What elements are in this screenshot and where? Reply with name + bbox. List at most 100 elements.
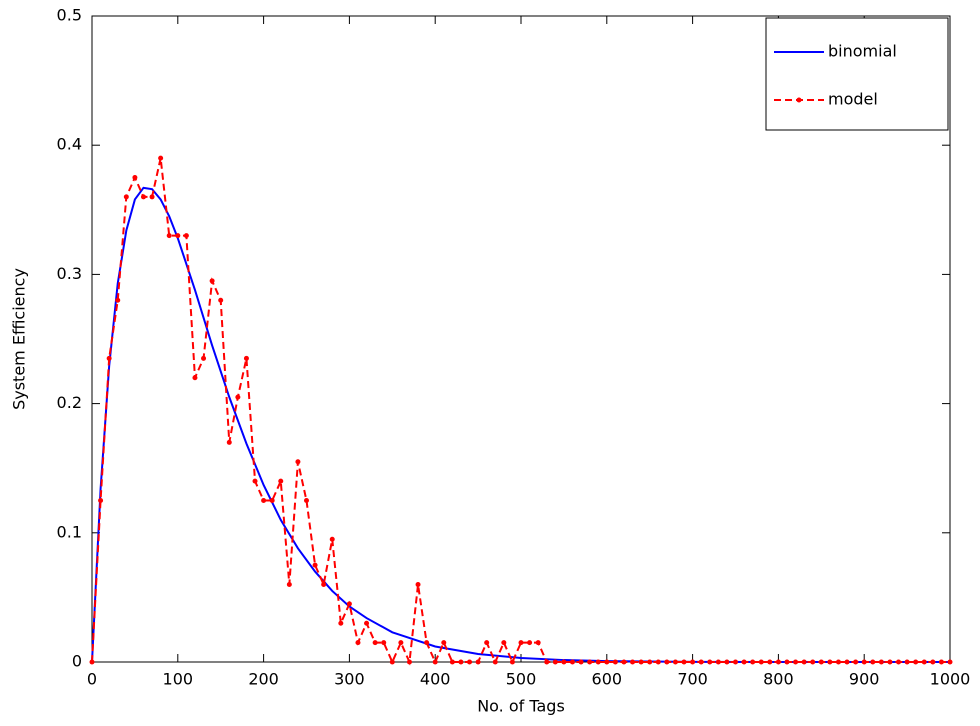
data-point	[793, 659, 799, 665]
data-point	[544, 659, 550, 665]
data-point	[535, 640, 541, 646]
data-point	[372, 640, 378, 646]
data-point	[612, 659, 618, 665]
data-point	[930, 659, 936, 665]
x-tick-label: 300	[334, 670, 365, 689]
data-point	[243, 355, 249, 361]
x-axis-label: No. of Tags	[477, 697, 565, 716]
data-point	[844, 659, 850, 665]
x-tick-label: 200	[248, 670, 279, 689]
x-tick-label: 600	[592, 670, 623, 689]
data-point	[209, 278, 215, 284]
data-point	[424, 640, 430, 646]
data-point	[389, 659, 395, 665]
data-point	[321, 581, 327, 587]
data-point	[655, 659, 661, 665]
data-point	[587, 659, 593, 665]
data-point	[355, 640, 361, 646]
data-point	[604, 659, 610, 665]
data-point	[398, 640, 404, 646]
x-tick-label: 700	[677, 670, 708, 689]
data-point	[501, 640, 507, 646]
data-point	[149, 194, 155, 200]
data-point	[595, 659, 601, 665]
data-point	[175, 233, 181, 239]
y-tick-label: 0	[72, 652, 82, 671]
data-point	[707, 659, 713, 665]
data-point	[647, 659, 653, 665]
data-point	[784, 659, 790, 665]
data-point	[698, 659, 704, 665]
data-point	[724, 659, 730, 665]
data-point	[166, 233, 172, 239]
data-point	[458, 659, 464, 665]
data-point	[921, 659, 927, 665]
data-point	[775, 659, 781, 665]
data-point	[638, 659, 644, 665]
x-tick-label: 500	[506, 670, 537, 689]
data-point	[630, 659, 636, 665]
data-point	[432, 659, 438, 665]
data-point	[947, 659, 953, 665]
data-point	[827, 659, 833, 665]
data-point	[681, 659, 687, 665]
data-point	[261, 498, 267, 503]
data-point	[870, 659, 876, 665]
y-tick-label: 0.5	[57, 6, 82, 25]
data-point	[441, 640, 447, 646]
data-point	[201, 355, 207, 361]
data-point	[938, 659, 944, 665]
data-point	[878, 659, 884, 665]
data-point	[329, 536, 335, 542]
data-point	[449, 659, 455, 665]
data-point	[527, 640, 533, 646]
x-tick-label: 0	[87, 670, 97, 689]
data-point	[295, 459, 301, 465]
data-point	[767, 659, 773, 665]
data-point	[509, 659, 515, 665]
data-point	[561, 659, 567, 665]
data-point	[89, 659, 95, 665]
data-point	[741, 659, 747, 665]
data-point	[861, 659, 867, 665]
data-point	[569, 659, 575, 665]
data-point	[183, 233, 189, 239]
y-tick-label: 0.4	[57, 135, 82, 154]
data-point	[801, 659, 807, 665]
data-point	[484, 640, 490, 646]
x-tick-label: 1000	[930, 670, 971, 689]
data-point	[235, 394, 241, 400]
data-point	[286, 581, 292, 587]
data-point	[835, 659, 841, 665]
x-tick-label: 400	[420, 670, 451, 689]
data-point	[518, 640, 524, 646]
legend-box	[765, 17, 949, 131]
data-point	[381, 640, 387, 646]
data-point	[115, 297, 121, 303]
y-axis-label: System Efficiency	[10, 268, 29, 410]
y-tick-label: 0.1	[57, 522, 82, 541]
legend-label: binomial	[828, 42, 897, 61]
data-point	[106, 355, 112, 361]
data-point	[690, 659, 696, 665]
x-tick-label: 800	[763, 670, 794, 689]
data-point	[123, 194, 129, 200]
data-point	[338, 620, 344, 626]
data-point	[475, 659, 481, 665]
data-point	[406, 659, 412, 665]
data-point	[492, 659, 498, 665]
data-point	[672, 659, 678, 665]
data-point	[192, 375, 198, 381]
data-point	[904, 659, 910, 665]
data-point	[750, 659, 756, 665]
data-point	[98, 498, 104, 503]
data-point	[664, 659, 670, 665]
data-point	[810, 659, 816, 665]
y-tick-label: 0.2	[57, 393, 82, 412]
x-tick-label: 900	[849, 670, 880, 689]
data-point	[578, 659, 584, 665]
data-point	[140, 194, 146, 200]
data-point	[621, 659, 627, 665]
